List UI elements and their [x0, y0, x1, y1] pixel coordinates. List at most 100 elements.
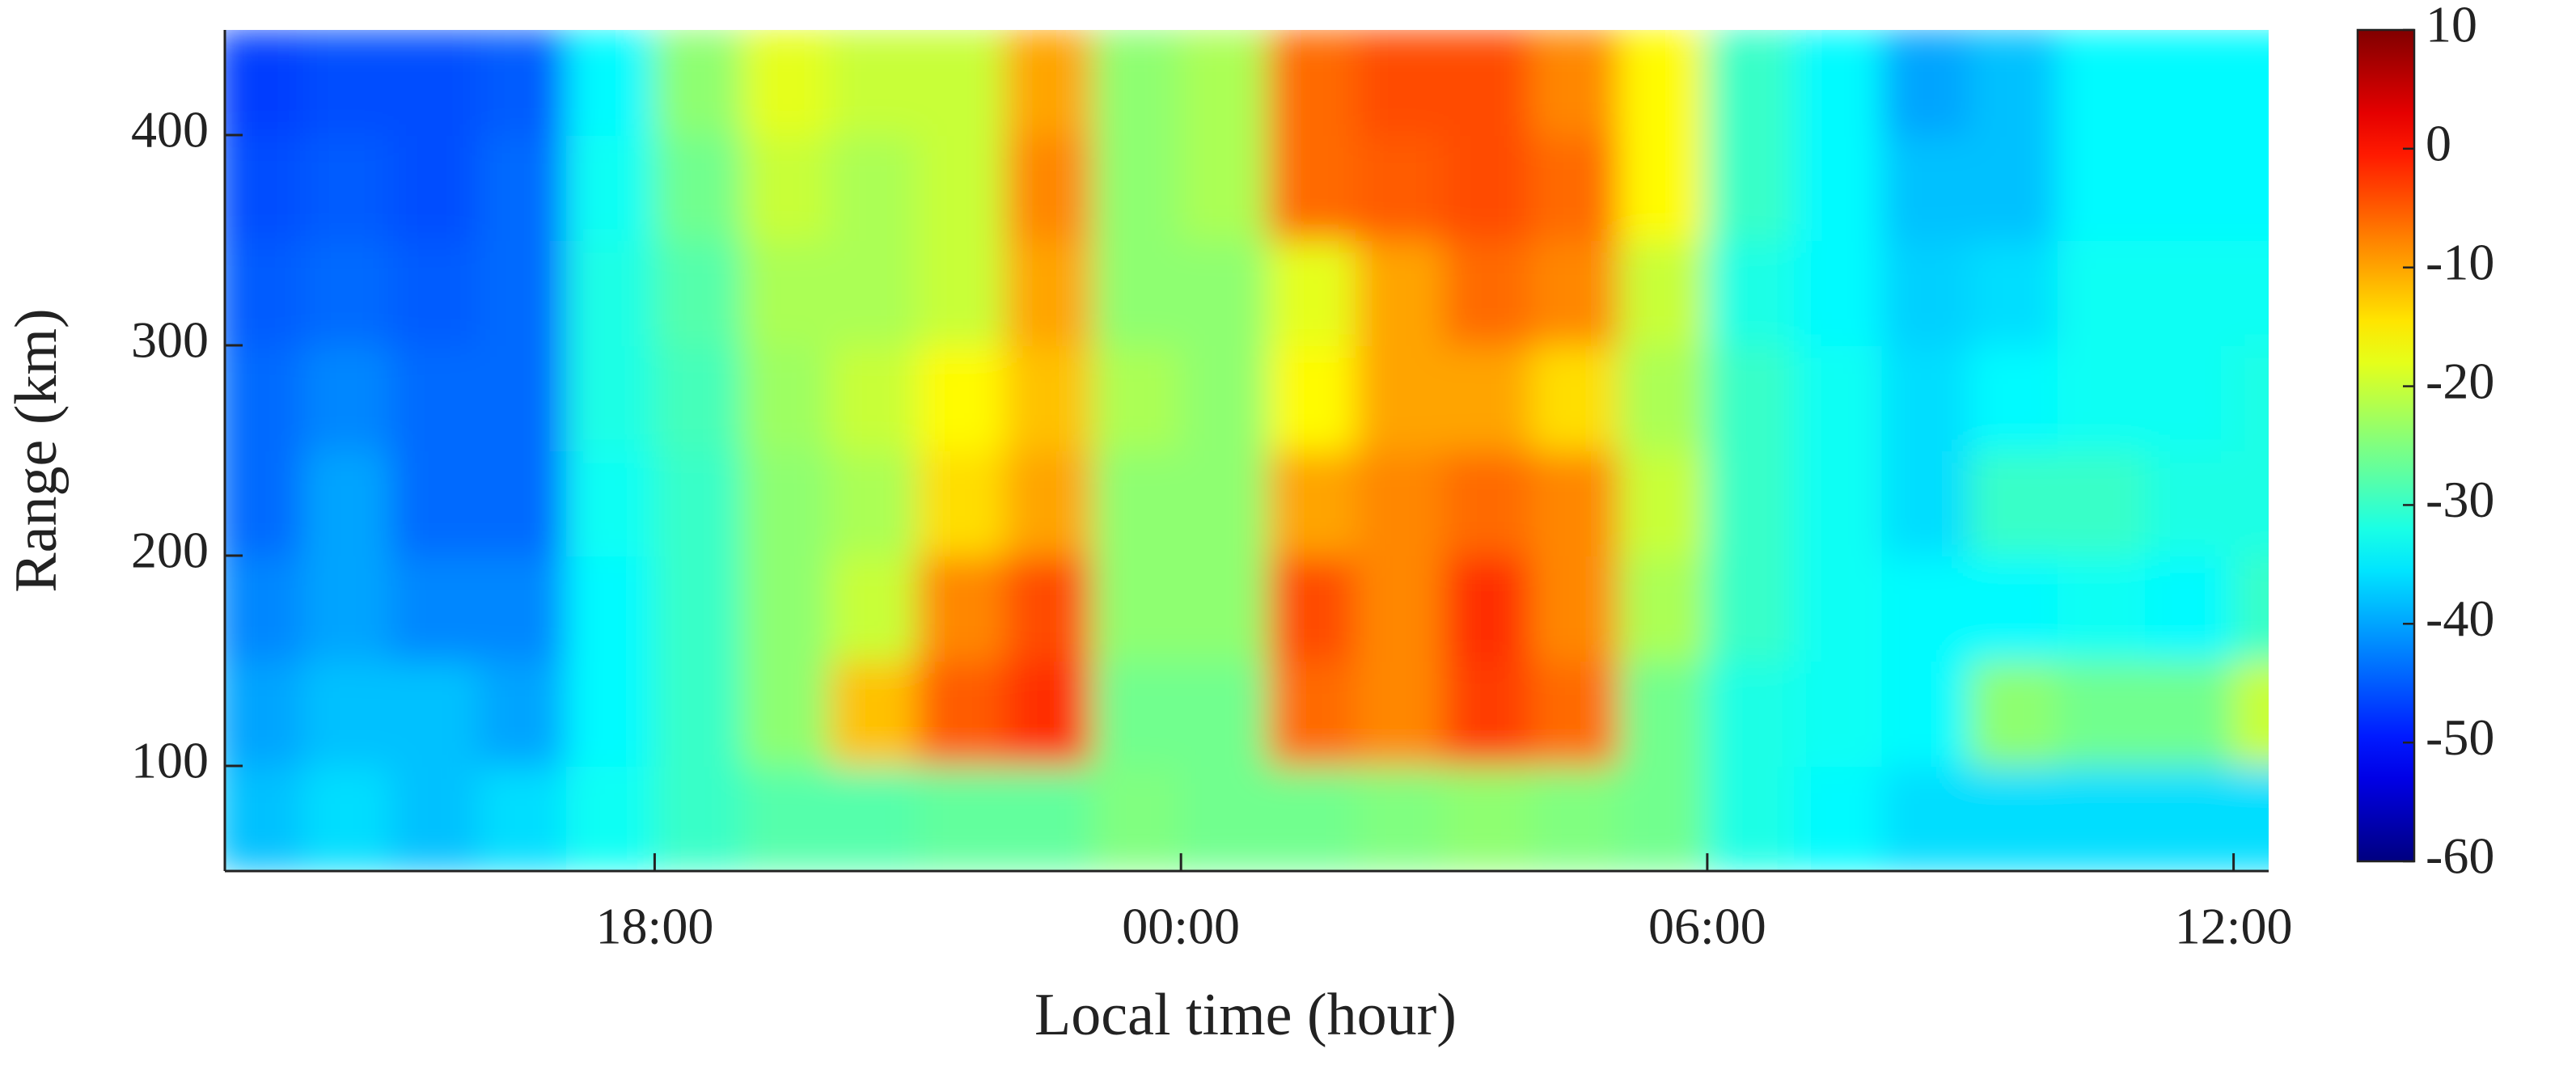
heatmap-cell: [1443, 555, 1533, 662]
heatmap-cell: [1443, 134, 1533, 241]
heatmap-cell: [1881, 765, 1972, 871]
heatmap-cell: [654, 345, 743, 451]
heatmap-cell: [302, 765, 393, 871]
heatmap-cell: [1881, 239, 1972, 346]
heatmap-cell: [391, 134, 480, 241]
heatmap-cell: [916, 345, 1007, 451]
heatmap-cell: [654, 765, 743, 871]
heatmap-cell: [391, 239, 480, 346]
heatmap-cell: [1530, 555, 1621, 662]
heatmap-cell: [2057, 134, 2147, 241]
heatmap-cell: [2232, 660, 2269, 767]
x-tick-label: 18:00: [596, 898, 714, 955]
heatmap-cell: [1618, 765, 1708, 871]
heatmap-cell: [302, 660, 393, 767]
colorbar-tick-label: -10: [2426, 233, 2494, 290]
heatmap-cell: [478, 555, 568, 662]
heatmap-cell: [1794, 660, 1884, 767]
heatmap-cell: [2145, 660, 2235, 767]
heatmap-cell: [2057, 765, 2147, 871]
heatmap-cell: [1267, 345, 1358, 451]
heatmap-cell: [391, 555, 480, 662]
heatmap-cell: [1092, 450, 1182, 556]
heatmap-cell: [1794, 239, 1884, 346]
heatmap-cell: [829, 30, 919, 136]
plot-area: [225, 30, 2269, 871]
heatmap-cell: [1706, 134, 1796, 241]
x-tick-label: 00:00: [1122, 898, 1240, 955]
heatmap-cell: [1969, 555, 2059, 662]
heatmap-cell: [1443, 30, 1533, 136]
heatmap-cell: [478, 660, 568, 767]
heatmap-cell: [1969, 345, 2059, 451]
heatmap-cell: [1530, 450, 1621, 556]
heatmap-cell: [1530, 660, 1621, 767]
axes: 18:00 00:00 06:00 12:00100200300400-60-50-4…: [131, 0, 2494, 955]
heatmap-cell: [1180, 660, 1270, 767]
heatmap-cell: [1180, 239, 1270, 346]
heatmap-cell: [1180, 30, 1270, 136]
heatmap-cell: [391, 765, 480, 871]
heatmap-cell: [916, 239, 1007, 346]
heatmap-cell: [1092, 660, 1182, 767]
heatmap-cell: [741, 239, 831, 346]
heatmap-cell: [1530, 765, 1621, 871]
heatmap-cell: [1969, 450, 2059, 556]
heatmap-cell: [1443, 765, 1533, 871]
heatmap-cell: [2145, 239, 2235, 346]
heatmap-cell: [1618, 660, 1708, 767]
heatmap-cell: [1618, 134, 1708, 241]
heatmap-cell: [1618, 555, 1708, 662]
heatmap-cell: [478, 30, 568, 136]
heatmap-cell: [1530, 239, 1621, 346]
heatmap-cell: [2057, 345, 2147, 451]
heatmap-cell: [1356, 450, 1445, 556]
heatmap-cell: [2145, 450, 2235, 556]
heatmap-cell: [225, 30, 305, 136]
heatmap-cell: [1443, 345, 1533, 451]
colorbar-tick-label: -20: [2426, 352, 2494, 409]
y-tick-label: 400: [131, 101, 209, 159]
heatmap-cell: [654, 239, 743, 346]
heatmap-cell: [1706, 765, 1796, 871]
heatmap-cell: [302, 239, 393, 346]
heatmap-cell: [2232, 134, 2269, 241]
heatmap-cell: [1092, 239, 1182, 346]
heatmap-cell: [2057, 450, 2147, 556]
heatmap-cell: [225, 765, 305, 871]
heatmap-cell: [741, 765, 831, 871]
heatmap-cell: [2232, 30, 2269, 136]
heatmap-cell: [391, 345, 480, 451]
heatmap-cell: [1180, 765, 1270, 871]
heatmap-cell: [1794, 555, 1884, 662]
heatmap-cell: [1267, 134, 1358, 241]
heatmap-cell: [225, 134, 305, 241]
heatmap-cell: [1443, 660, 1533, 767]
heatmap-cell: [2057, 30, 2147, 136]
colorbar-tick-label: -30: [2426, 471, 2494, 528]
heatmap-cell: [1005, 450, 1094, 556]
heatmap-cell: [1005, 30, 1094, 136]
y-axis-label: Range (km): [3, 308, 70, 592]
heatmap-cell: [2145, 134, 2235, 241]
heatmap-cell: [1794, 450, 1884, 556]
y-tick-label: 200: [131, 522, 209, 579]
heatmap-cell: [1794, 765, 1884, 871]
colorbar-tick-label: -60: [2426, 827, 2494, 885]
heatmap-cell: [1706, 239, 1796, 346]
heatmap-cell: [565, 450, 656, 556]
heatmap-cell: [654, 555, 743, 662]
heatmap-cell: [829, 765, 919, 871]
heatmap-cell: [1618, 345, 1708, 451]
heatmap-cell: [1092, 765, 1182, 871]
heatmap-cell: [741, 660, 831, 767]
heatmap-cell: [565, 239, 656, 346]
heatmap-cell: [225, 450, 305, 556]
heatmap-cell: [2232, 765, 2269, 871]
heatmap-cell: [302, 450, 393, 556]
heatmap-cell: [1706, 450, 1796, 556]
heatmap-cell: [225, 555, 305, 662]
heatmap-cell: [565, 134, 656, 241]
heatmap-cell: [1530, 345, 1621, 451]
